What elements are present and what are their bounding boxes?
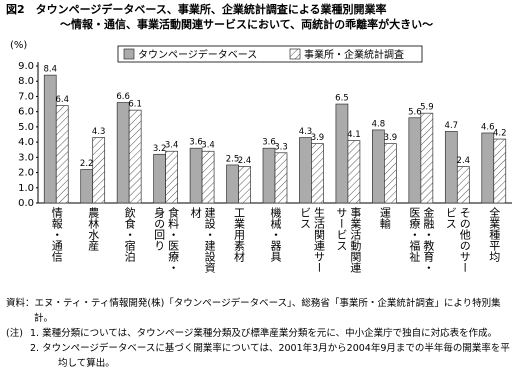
legend-frame [117, 45, 423, 63]
data-label: 3.9 [384, 133, 398, 143]
data-label: 4.8 [372, 119, 386, 129]
x-tick-label: 農林水産 [86, 207, 100, 251]
data-label: 3.9 [311, 133, 325, 143]
data-label: 2.2 [80, 159, 94, 169]
data-label: 4.7 [445, 121, 459, 131]
x-tick-label: 飲食・宿泊 [123, 207, 137, 262]
x-tick-label: 運輸 [378, 207, 392, 229]
x-tick-label: 食料・医療・身の回り [152, 207, 180, 273]
bar [408, 117, 422, 204]
bar [92, 137, 106, 204]
y-tick-label: 0.0 [18, 198, 34, 209]
bar [456, 166, 470, 204]
data-label: 4.6 [481, 122, 495, 132]
bar [153, 153, 166, 204]
y-tick-label: 3.0 [18, 152, 34, 163]
data-label: 3.6 [262, 138, 276, 148]
legend: タウンページデータベース 事業所・企業統計調査 [117, 45, 423, 63]
notes-label: (注) [6, 328, 23, 339]
legend-swatch [123, 48, 135, 60]
y-tick-label: 1.0 [18, 183, 34, 194]
data-label: 6.5 [335, 94, 349, 104]
bar [128, 109, 142, 204]
bar [347, 140, 361, 204]
bar [43, 74, 57, 204]
data-label: 4.2 [493, 129, 507, 139]
chart-subtitle: ～情報・通信、事業活動関連サービスにおいて、両統計の乖離率が大きい～ [60, 17, 433, 31]
bar [189, 147, 203, 204]
data-label: 6.4 [55, 95, 69, 105]
bar [299, 137, 312, 204]
data-label: 3.4 [201, 141, 215, 151]
data-label: 3.2 [153, 144, 167, 154]
data-label: 5.9 [420, 103, 434, 113]
data-label: 6.6 [116, 92, 130, 102]
bar [55, 105, 69, 204]
x-tick-label: その他のサービス [444, 207, 472, 273]
legend-swatch [289, 48, 301, 60]
bar [262, 147, 276, 204]
x-tick-label: 生活関連サービス [298, 207, 326, 273]
y-tick-label: 6.0 [18, 107, 34, 118]
bar [80, 169, 94, 204]
note: 1. 業種分類については、タウンページ業種分類及び標準産業分類を元に、中小企業庁… [30, 328, 498, 339]
notes-list: 1. 業種分類については、タウンページ業種分類及び標準産業分類を元に、中小企業庁… [30, 326, 514, 371]
bar [420, 112, 434, 204]
bar [493, 138, 507, 204]
bar [238, 166, 251, 204]
data-label: 4.1 [347, 130, 361, 140]
data-label: 6.1 [128, 100, 142, 110]
y-tick-label: 8.0 [18, 76, 34, 87]
x-tick-label: 工業用素材 [232, 207, 246, 262]
y-unit: (%) [10, 40, 27, 51]
x-tick-label: 事業活動関連サービス [334, 207, 362, 273]
source: 資料：エヌ・ティ・ティ情報開発(株)「タウンページデータベース」、総務省「事業所… [6, 298, 501, 324]
y-tick-label: 4.0 [18, 137, 34, 148]
footnotes: 資料：エヌ・ティ・ティ情報開発(株)「タウンページデータベース」、総務省「事業所… [6, 296, 514, 371]
note: 2. タウンページデータベースに基づく開業率については、2001年3月から200… [30, 343, 510, 369]
bar [335, 103, 349, 204]
y-tick-label: 7.0 [18, 91, 34, 102]
legend-label: 事業所・企業統計調査 [304, 48, 404, 61]
y-tick-label: 9.0 [18, 61, 34, 72]
data-label: 3.3 [274, 142, 288, 152]
data-label: 5.6 [408, 107, 422, 117]
x-tick-label: 全業種平均 [487, 207, 501, 262]
y-tick-label: 5.0 [18, 122, 34, 133]
bar [165, 150, 178, 204]
data-label: 3.4 [165, 141, 179, 151]
bar [116, 102, 130, 204]
bar [372, 129, 385, 204]
legend-label: タウンページデータベース [138, 48, 257, 61]
x-tick-label: 建設・建設資材 [189, 207, 217, 273]
data-label: 4.3 [299, 127, 313, 137]
data-label: 3.6 [189, 138, 203, 148]
bar [226, 164, 239, 204]
data-label: 8.4 [43, 65, 57, 75]
data-label: 2.4 [238, 156, 252, 166]
bar [481, 132, 495, 204]
data-label: 2.5 [226, 154, 240, 164]
bar [274, 152, 288, 204]
bar [444, 131, 458, 204]
bar [311, 143, 324, 204]
data-label: 2.4 [457, 156, 471, 166]
bar [201, 150, 215, 204]
x-tick-label: 機械・器具 [269, 207, 282, 262]
notes: (注) 1. 業種分類については、タウンページ業種分類及び標準産業分類を元に、中… [6, 326, 514, 371]
chart-title: 図2 タウンページデータベース、事業所、企業統計調査による業種別開業率 [6, 2, 387, 16]
data-label: 4.3 [92, 127, 106, 137]
x-tick-label: 情報・通信 [50, 207, 64, 262]
x-tick-label: 金融・教育・医療・福祉 [407, 207, 435, 273]
bar [384, 143, 397, 204]
y-tick-label: 2.0 [18, 168, 34, 179]
